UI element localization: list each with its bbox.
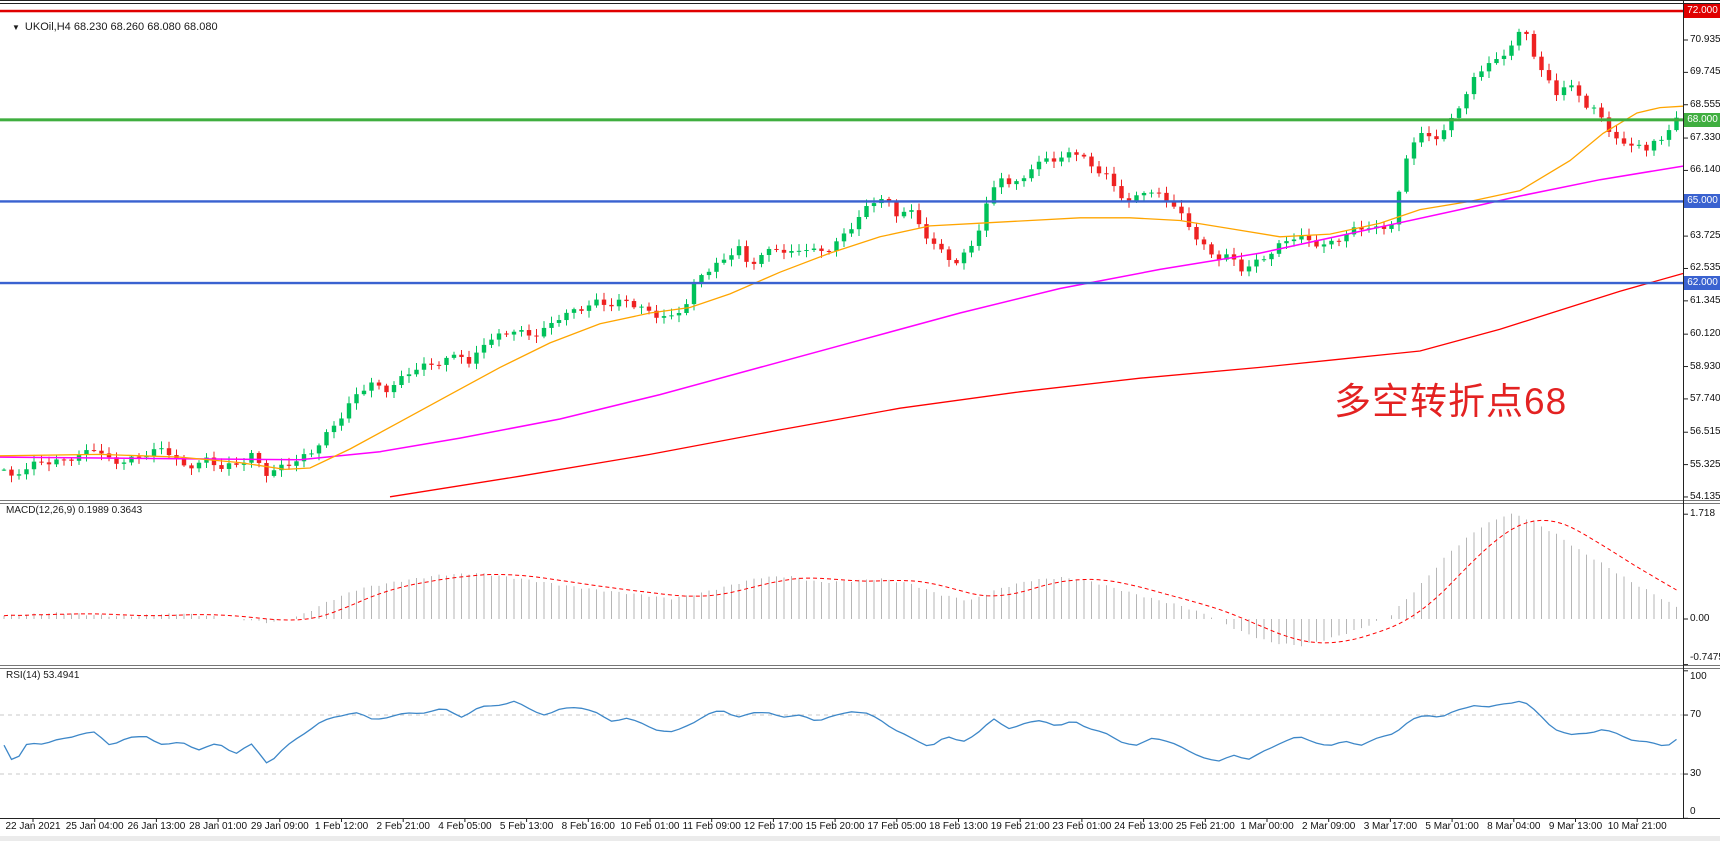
price-badge: 72.000 — [1684, 4, 1720, 19]
symbol-ohlc-text: UKOil,H4 68.230 68.260 68.080 68.080 — [24, 21, 218, 33]
rsi-tick-label: 70 — [1690, 709, 1702, 721]
price-badge: 62.000 — [1684, 276, 1720, 291]
rsi-indicator-label: RSI(14) 53.4941 — [6, 670, 80, 681]
time-tick-label: 8 Feb 16:00 — [561, 821, 615, 832]
price-tick-label: 62.535 — [1690, 262, 1720, 274]
time-tick-label: 12 Feb 17:00 — [743, 821, 803, 832]
time-tick-label: 11 Feb 09:00 — [682, 821, 741, 832]
rsi-tick-label: 100 — [1690, 671, 1707, 682]
price-tick-label: 68.555 — [1690, 98, 1720, 110]
annotation-text: 多空转折点68 — [1334, 381, 1568, 422]
chevron-down-icon[interactable]: ▼ — [12, 23, 20, 32]
macd-tick-label: 1.718 — [1690, 508, 1716, 520]
price-tick-label: 67.330 — [1690, 132, 1720, 144]
price-badge: 68.000 — [1684, 112, 1720, 127]
price-tick-label: 60.120 — [1690, 328, 1720, 340]
time-tick-label: 19 Feb 21:00 — [990, 821, 1050, 832]
time-tick-label: 1 Mar 00:00 — [1240, 821, 1294, 832]
macd-tick-label: -0.7475 — [1690, 652, 1720, 663]
time-tick-label: 2 Feb 21:00 — [376, 821, 430, 832]
price-badge: 65.000 — [1684, 194, 1720, 209]
time-tick-label: 2 Mar 09:00 — [1302, 821, 1356, 832]
time-tick-label: 3 Mar 17:00 — [1363, 821, 1418, 832]
price-tick-label: 70.935 — [1690, 34, 1720, 45]
time-tick-label: 4 Feb 05:00 — [438, 821, 492, 832]
time-tick-label: 22 Jan 2021 — [5, 821, 61, 832]
macd-indicator-label: MACD(12,26,9) 0.1989 0.3643 — [6, 505, 143, 516]
time-tick-label: 25 Jan 04:00 — [65, 821, 124, 832]
time-tick-label: 10 Feb 01:00 — [620, 821, 680, 832]
time-tick-label: 17 Feb 05:00 — [867, 821, 927, 832]
rsi-tick-label: 0 — [1690, 806, 1696, 817]
window-bottom-strip — [0, 836, 1720, 841]
time-tick-label: 24 Feb 13:00 — [1114, 821, 1174, 832]
time-tick-label: 5 Feb 13:00 — [499, 821, 554, 832]
time-tick-label: 25 Feb 21:00 — [1175, 821, 1235, 832]
time-tick-label: 28 Jan 01:00 — [189, 821, 248, 832]
symbol-title: ▼ UKOil,H4 68.230 68.260 68.080 68.080 — [12, 21, 218, 33]
price-tick-label: 56.515 — [1690, 426, 1720, 438]
price-tick-label: 57.740 — [1690, 392, 1720, 404]
price-tick-label: 61.345 — [1690, 294, 1720, 306]
time-tick-label: 10 Mar 21:00 — [1607, 821, 1667, 832]
rsi-tick-label: 30 — [1690, 768, 1702, 780]
time-tick-label: 5 Mar 01:00 — [1425, 821, 1479, 832]
time-tick-label: 26 Jan 13:00 — [127, 821, 186, 832]
time-tick-label: 18 Feb 13:00 — [929, 821, 988, 832]
time-tick-label: 1 Feb 12:00 — [314, 821, 369, 832]
time-tick-label: 15 Feb 20:00 — [805, 821, 865, 832]
time-tick-label: 29 Jan 09:00 — [250, 821, 309, 832]
macd-tick-label: 0.00 — [1690, 613, 1710, 624]
price-tick-label: 66.140 — [1690, 164, 1720, 176]
time-tick-label: 9 Mar 13:00 — [1548, 821, 1603, 832]
price-tick-label: 63.725 — [1690, 230, 1720, 242]
time-tick-label: 8 Mar 04:00 — [1487, 821, 1541, 832]
price-tick-label: 55.325 — [1690, 458, 1720, 470]
price-tick-label: 58.930 — [1690, 360, 1720, 372]
price-tick-label: 54.135 — [1690, 490, 1720, 502]
time-tick-label: 23 Feb 01:00 — [1052, 821, 1112, 832]
price-tick-label: 69.745 — [1690, 66, 1720, 78]
